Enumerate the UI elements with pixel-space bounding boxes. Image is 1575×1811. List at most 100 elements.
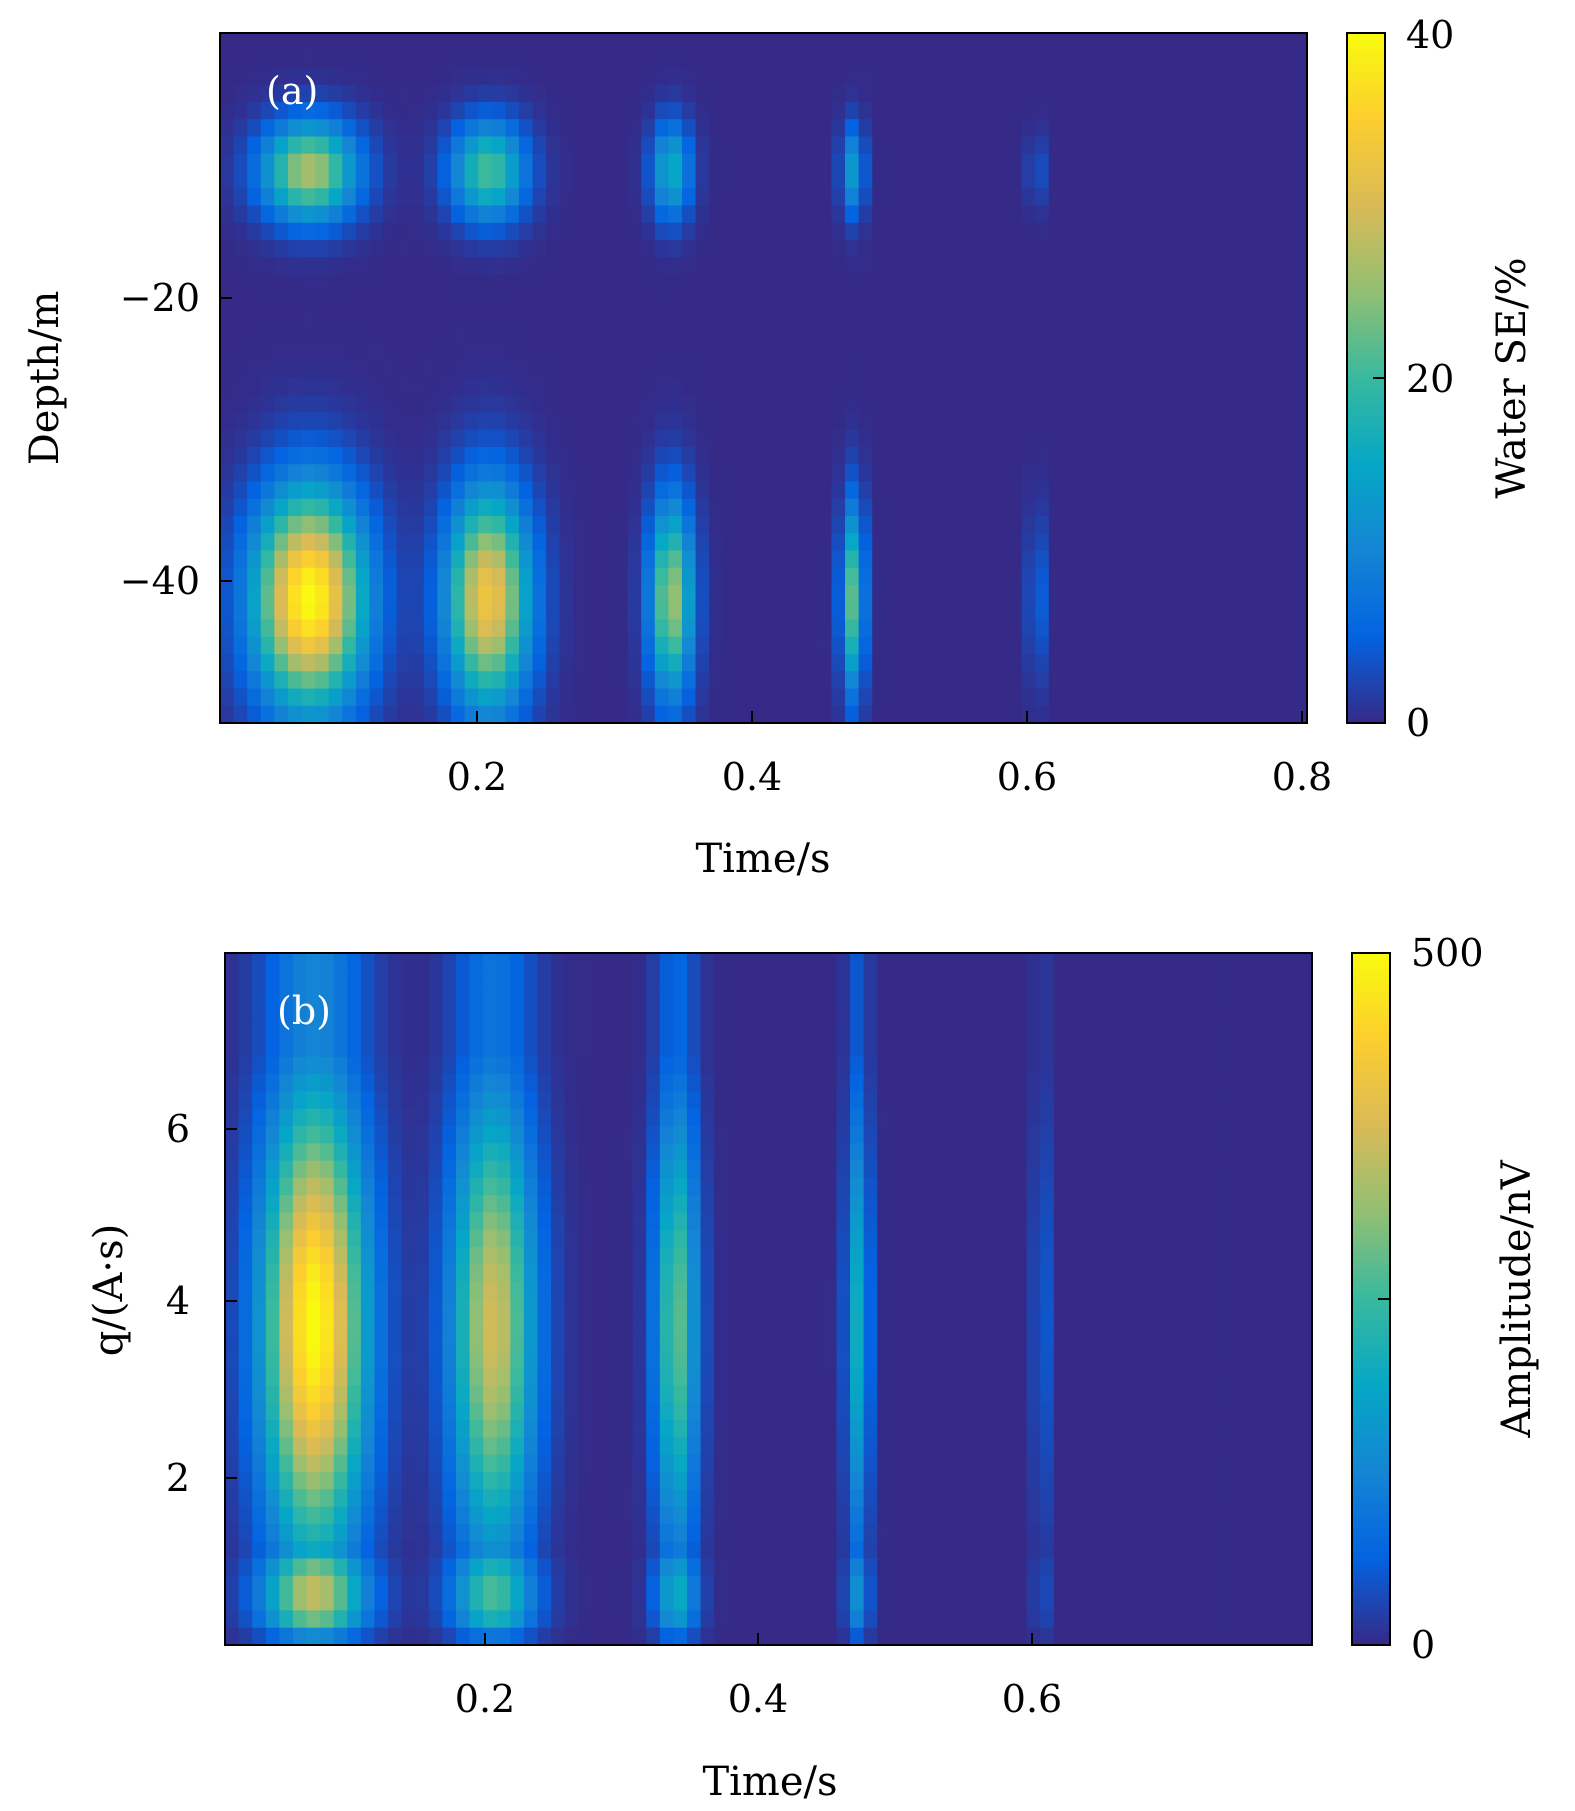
heatmap-cell (1021, 102, 1036, 120)
heatmap-cell (437, 222, 452, 241)
heatmap-cell (885, 412, 900, 431)
heatmap-cell (415, 970, 430, 989)
heatmap-cell (917, 1316, 933, 1335)
heatmap-cell (790, 585, 805, 603)
heatmap-cell (320, 1177, 335, 1196)
heatmap-cell (614, 257, 629, 276)
heatmap-cell (374, 1091, 389, 1110)
heatmap-cell (510, 1160, 525, 1179)
heatmap-cell (1244, 987, 1259, 1006)
heatmap-cell (1157, 291, 1172, 310)
heatmap-cell (614, 498, 629, 517)
heatmap-cell (260, 498, 275, 517)
heatmap-cell (646, 1281, 661, 1300)
heatmap-cell (741, 1091, 756, 1110)
heatmap-cell (559, 533, 574, 552)
heatmap-cell (600, 326, 615, 345)
heatmap-cell (749, 257, 765, 276)
heatmap-cell (763, 153, 778, 172)
heatmap-cell (777, 222, 792, 241)
heatmap-cell (695, 136, 710, 155)
heatmap-cell (736, 360, 751, 379)
heatmap-cell (777, 33, 792, 51)
heatmap-cell (518, 619, 534, 638)
heatmap-cell (1257, 1108, 1272, 1127)
heatmap-cell (388, 1056, 403, 1075)
heatmap-cell (1284, 1126, 1300, 1144)
heatmap-cell (1108, 1074, 1123, 1092)
heatmap-cell (1008, 688, 1023, 707)
heatmap-cell (388, 1247, 403, 1265)
heatmap-cell (320, 1333, 335, 1352)
heatmap-cell (605, 987, 620, 1006)
heatmap-cell (591, 1195, 607, 1214)
heatmap-cell (1062, 636, 1077, 655)
heatmap-cell (1040, 1074, 1055, 1092)
heatmap-cell (1021, 67, 1036, 86)
heatmap-cell (912, 257, 928, 276)
heatmap-cell (220, 464, 235, 483)
heatmap-cell (709, 326, 724, 345)
heatmap-cell (225, 1160, 240, 1179)
heatmap-cell (1157, 274, 1172, 293)
heatmap-cell (1089, 84, 1104, 103)
heatmap-cell (809, 1195, 824, 1214)
heatmap-cell (872, 550, 887, 569)
heatmap-cell (994, 705, 1009, 724)
heatmap-cell (659, 1056, 674, 1075)
heatmap-cell (768, 1281, 783, 1300)
heatmap-cell (383, 550, 398, 569)
heatmap-cell (958, 1264, 973, 1283)
heatmap-cell (442, 1004, 457, 1023)
heatmap-cell (532, 67, 547, 86)
heatmap-cell (505, 705, 520, 724)
heatmap-cell (940, 447, 955, 465)
heatmap-cell (1211, 291, 1227, 310)
heatmap-cell (546, 153, 561, 172)
heatmap-cell (1021, 119, 1036, 138)
heatmap-cell (410, 533, 425, 552)
heatmap-cell (591, 970, 607, 989)
heatmap-cell (736, 498, 751, 517)
heatmap-cell (1266, 447, 1281, 465)
heatmap-cell (355, 429, 371, 448)
heatmap-cell (1021, 343, 1036, 362)
heatmap-cell (437, 309, 452, 327)
heatmap-cell (904, 970, 919, 989)
heatmap-cell (1266, 567, 1281, 586)
heatmap-cell (301, 102, 316, 120)
heatmap-cell (627, 240, 642, 258)
heatmap-cell (252, 970, 267, 989)
heatmap-cell (586, 136, 602, 155)
heatmap-cell (899, 636, 914, 655)
heatmap-cell (496, 970, 511, 989)
heatmap-cell (1062, 205, 1077, 224)
heatmap-cell (260, 447, 275, 465)
heatmap-cell (573, 550, 588, 569)
heatmap-cell (233, 378, 248, 396)
heatmap-cell (401, 1316, 416, 1335)
heatmap-cell (491, 654, 506, 672)
heatmap-cell (423, 602, 438, 621)
heatmap-cell (1008, 67, 1023, 86)
heatmap-cell (1211, 136, 1227, 155)
heatmap-cell (518, 188, 534, 207)
heatmap-cell (437, 205, 452, 224)
heatmap-cell (469, 1039, 484, 1058)
heatmap-cell (1257, 1316, 1272, 1335)
heatmap-cell (455, 1056, 471, 1075)
heatmap-cell (546, 498, 561, 517)
heatmap-cell (1040, 1004, 1055, 1023)
heatmap-cell (945, 1039, 960, 1058)
heatmap-cell (777, 343, 792, 362)
heatmap-cell (1021, 585, 1036, 603)
heatmap-cell (537, 987, 552, 1006)
heatmap-cell (804, 688, 819, 707)
heatmap-cell (505, 33, 520, 51)
heatmap-cell (369, 84, 384, 103)
heatmap-cell (1130, 395, 1145, 414)
heatmap-cell (858, 688, 873, 707)
heatmap-cell (817, 84, 833, 103)
heatmap-cell (600, 153, 615, 172)
heatmap-cell (1053, 987, 1069, 1006)
